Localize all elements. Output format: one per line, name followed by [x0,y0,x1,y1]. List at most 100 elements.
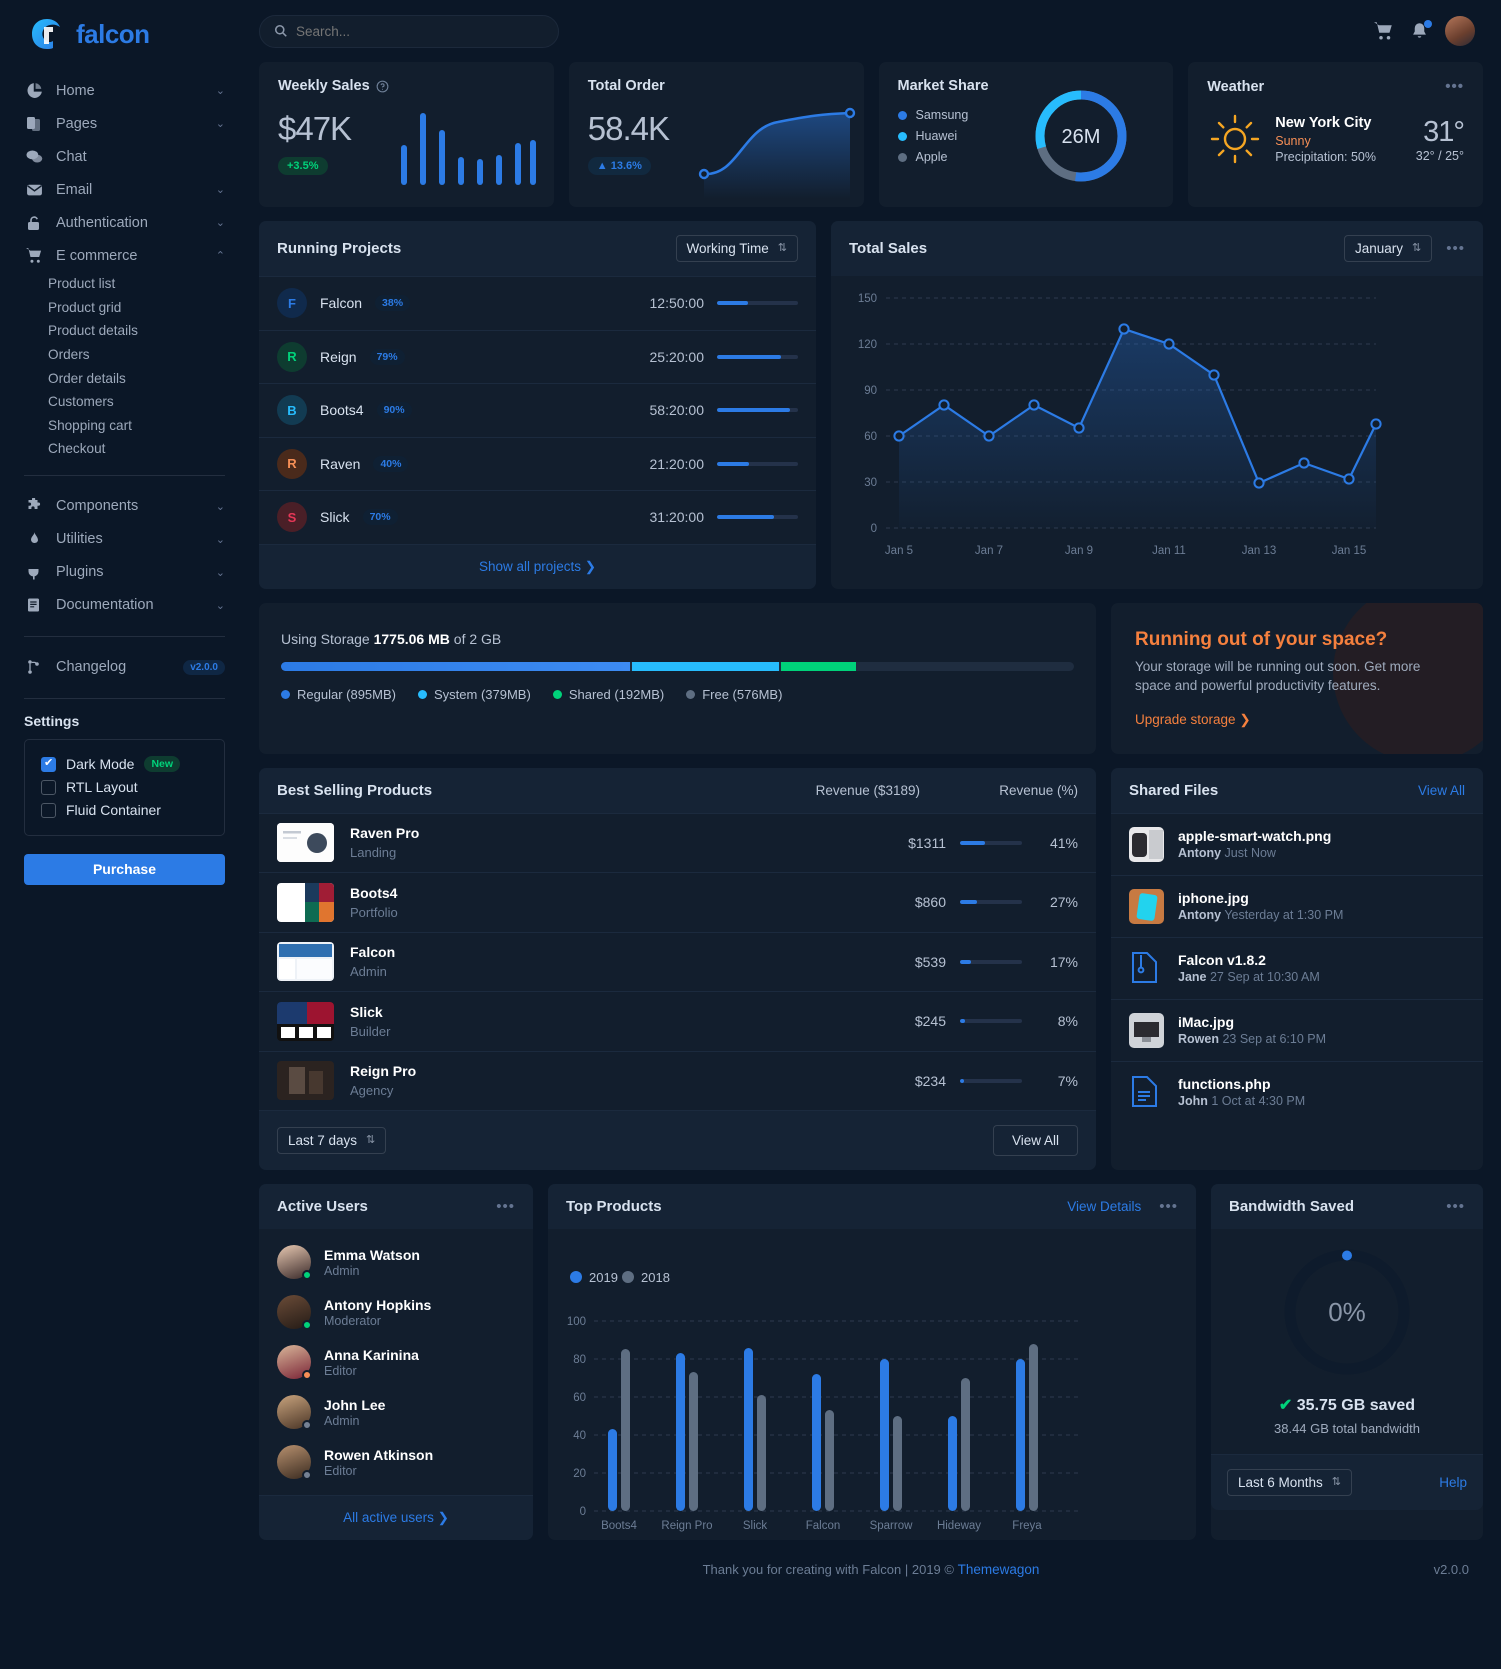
table-row[interactable]: Falcon Admin $539 17% [259,931,1096,992]
checkbox-fluid-container[interactable] [41,802,56,818]
sidebar-item-plugins[interactable]: Plugins ⌄ [24,556,225,589]
product-percent: 41% [1049,834,1078,851]
search-box[interactable] [259,14,559,48]
list-item[interactable]: iphone.jpg Antony Yesterday at 1:30 PM [1111,874,1483,937]
footer-brand-link[interactable]: Themewagon [957,1562,1040,1578]
project-time: 25:20:00 [649,348,705,365]
view-all-link[interactable]: View All [1417,782,1465,798]
project-row[interactable]: R Reign 79% 25:20:00 [259,329,816,384]
all-active-users-link[interactable]: All active users ❯ [259,1495,533,1541]
chevron-down-icon[interactable]: ⌄ [215,184,225,196]
more-options-icon[interactable]: ••• [1445,78,1464,95]
more-options-icon[interactable]: ••• [1446,240,1465,257]
setting-rtl-layout[interactable]: RTL Layout [41,776,208,799]
show-all-projects-link[interactable]: Show all projects ❯ [259,543,816,589]
view-details-link[interactable]: View Details [1067,1199,1142,1215]
month-select[interactable]: January ⇅ [1343,235,1433,262]
sidebar-item-product-list[interactable]: Product list [48,276,116,292]
chevron-down-icon[interactable]: ⌄ [215,500,225,513]
sidebar-item-home[interactable]: Home ⌄ [24,74,225,107]
setting-dark-mode[interactable]: Dark Mode New [41,753,208,776]
list-item[interactable]: Rowen Atkinson Editor [259,1437,533,1487]
more-options-icon[interactable]: ••• [1446,1198,1465,1216]
sidebar-item-order-details[interactable]: Order details [48,370,126,386]
table-row[interactable]: Raven Pro Landing $1311 41% [259,812,1096,873]
sidebar-item-chat[interactable]: Chat [24,140,225,173]
date-range-select[interactable]: Last 7 days ⇅ [277,1127,387,1155]
chevron-down-icon[interactable]: ⌄ [215,533,225,546]
list-item[interactable]: John Lee Admin [259,1387,533,1437]
working-time-select[interactable]: Working Time ⇅ [675,235,798,262]
chevron-down-icon[interactable]: ⌄ [215,85,225,97]
sidebar-item-product-grid[interactable]: Product grid [48,299,122,315]
chevron-down-icon[interactable]: ⌄ [215,217,225,229]
help-link[interactable]: Help [1439,1475,1467,1491]
project-percent: 70% [362,509,398,526]
card-header: Top Products View Details ••• [548,1184,1196,1230]
sidebar-item-product-details[interactable]: Product details [48,323,138,339]
project-name: Falcon [320,295,363,312]
storage-label-suffix: of 2 GB [453,630,502,647]
search-icon [274,24,288,38]
project-row[interactable]: R Raven 40% 21:20:00 [259,436,816,491]
user-name: Rowen Atkinson [324,1446,434,1463]
more-options-icon[interactable]: ••• [1159,1198,1178,1216]
list-item[interactable]: functions.php John 1 Oct at 4:30 PM [1111,1060,1483,1123]
sidebar-item-utilities[interactable]: Utilities ⌄ [24,523,225,556]
list-item[interactable]: Falcon v1.8.2 Jane 27 Sep at 10:30 AM [1111,936,1483,999]
setting-fluid-container[interactable]: Fluid Container [41,799,208,822]
envelope-icon [24,180,44,200]
sidebar-item-shopping-cart[interactable]: Shopping cart [48,417,132,433]
upgrade-storage-link[interactable]: Upgrade storage ❯ [1135,711,1251,727]
sidebar-item-ecommerce[interactable]: E commerce ⌃ [24,239,225,272]
book-icon [24,595,44,615]
sidebar-item-orders[interactable]: Orders [48,347,90,363]
sidebar-item-pages[interactable]: Pages ⌄ [24,107,225,140]
project-row[interactable]: B Boots4 90% 58:20:00 [259,383,816,437]
chevron-down-icon[interactable]: ⌄ [215,599,225,612]
chevron-up-icon[interactable]: ⌃ [215,250,225,262]
sidebar-item-authentication[interactable]: Authentication ⌄ [24,206,225,239]
table-row[interactable]: Slick Builder $245 8% [259,991,1096,1051]
brand-logo[interactable]: falcon [24,0,225,68]
divider [24,697,225,699]
chevron-down-icon[interactable]: ⌄ [215,118,225,130]
sidebar-item-checkout[interactable]: Checkout [48,441,106,457]
purchase-button[interactable]: Purchase [24,853,225,885]
chevron-down-icon[interactable]: ⌄ [215,566,225,579]
sidebar-item-components[interactable]: Components ⌄ [24,490,225,523]
user-role: Admin [324,1413,360,1428]
question-icon[interactable] [376,80,389,93]
bandwidth-range-select[interactable]: Last 6 Months ⇅ [1227,1469,1353,1497]
view-all-button[interactable]: View All [992,1125,1078,1157]
table-row[interactable]: Reign Pro Agency $234 7% [259,1050,1096,1111]
svg-text:Boots4: Boots4 [601,1520,637,1532]
sidebar-item-customers[interactable]: Customers [48,394,114,410]
cart-icon[interactable] [1374,21,1394,41]
new-badge: New [144,756,181,773]
list-item[interactable]: iMac.jpg Rowen 23 Sep at 6:10 PM [1111,998,1483,1061]
checkbox-rtl-layout[interactable] [41,779,56,795]
more-options-icon[interactable]: ••• [496,1198,515,1216]
product-name: Slick [350,1003,383,1020]
bell-icon[interactable] [1410,19,1432,41]
shared-files-card: Shared Files View All apple-smart-watch.… [1111,767,1483,1171]
sidebar-item-email[interactable]: Email ⌄ [24,173,225,206]
sidebar-item-documentation[interactable]: Documentation ⌄ [24,589,225,622]
project-row[interactable]: F Falcon 38% 12:50:00 [259,276,816,330]
search-input[interactable] [296,23,544,39]
avatar[interactable] [1445,16,1475,46]
list-item[interactable]: Emma Watson Admin [259,1237,533,1287]
chevron-updown-icon: ⇅ [1412,241,1422,254]
list-item[interactable]: apple-smart-watch.png Antony Just Now [1111,812,1483,875]
table-row[interactable]: Boots4 Portfolio $860 27% [259,872,1096,932]
list-item[interactable]: Antony Hopkins Moderator [259,1287,533,1337]
project-progress-bar [717,354,798,359]
product-thumbnail [277,882,334,922]
sidebar-item-changelog[interactable]: Changelog v2.0.0 [24,651,225,684]
market-share-title: Market Share [897,78,989,94]
project-row[interactable]: S Slick 70% 31:20:00 [259,490,816,544]
checkbox-dark-mode[interactable] [41,756,56,772]
list-item[interactable]: Anna Karinina Editor [259,1337,533,1387]
file-thumbnail [1129,888,1164,924]
